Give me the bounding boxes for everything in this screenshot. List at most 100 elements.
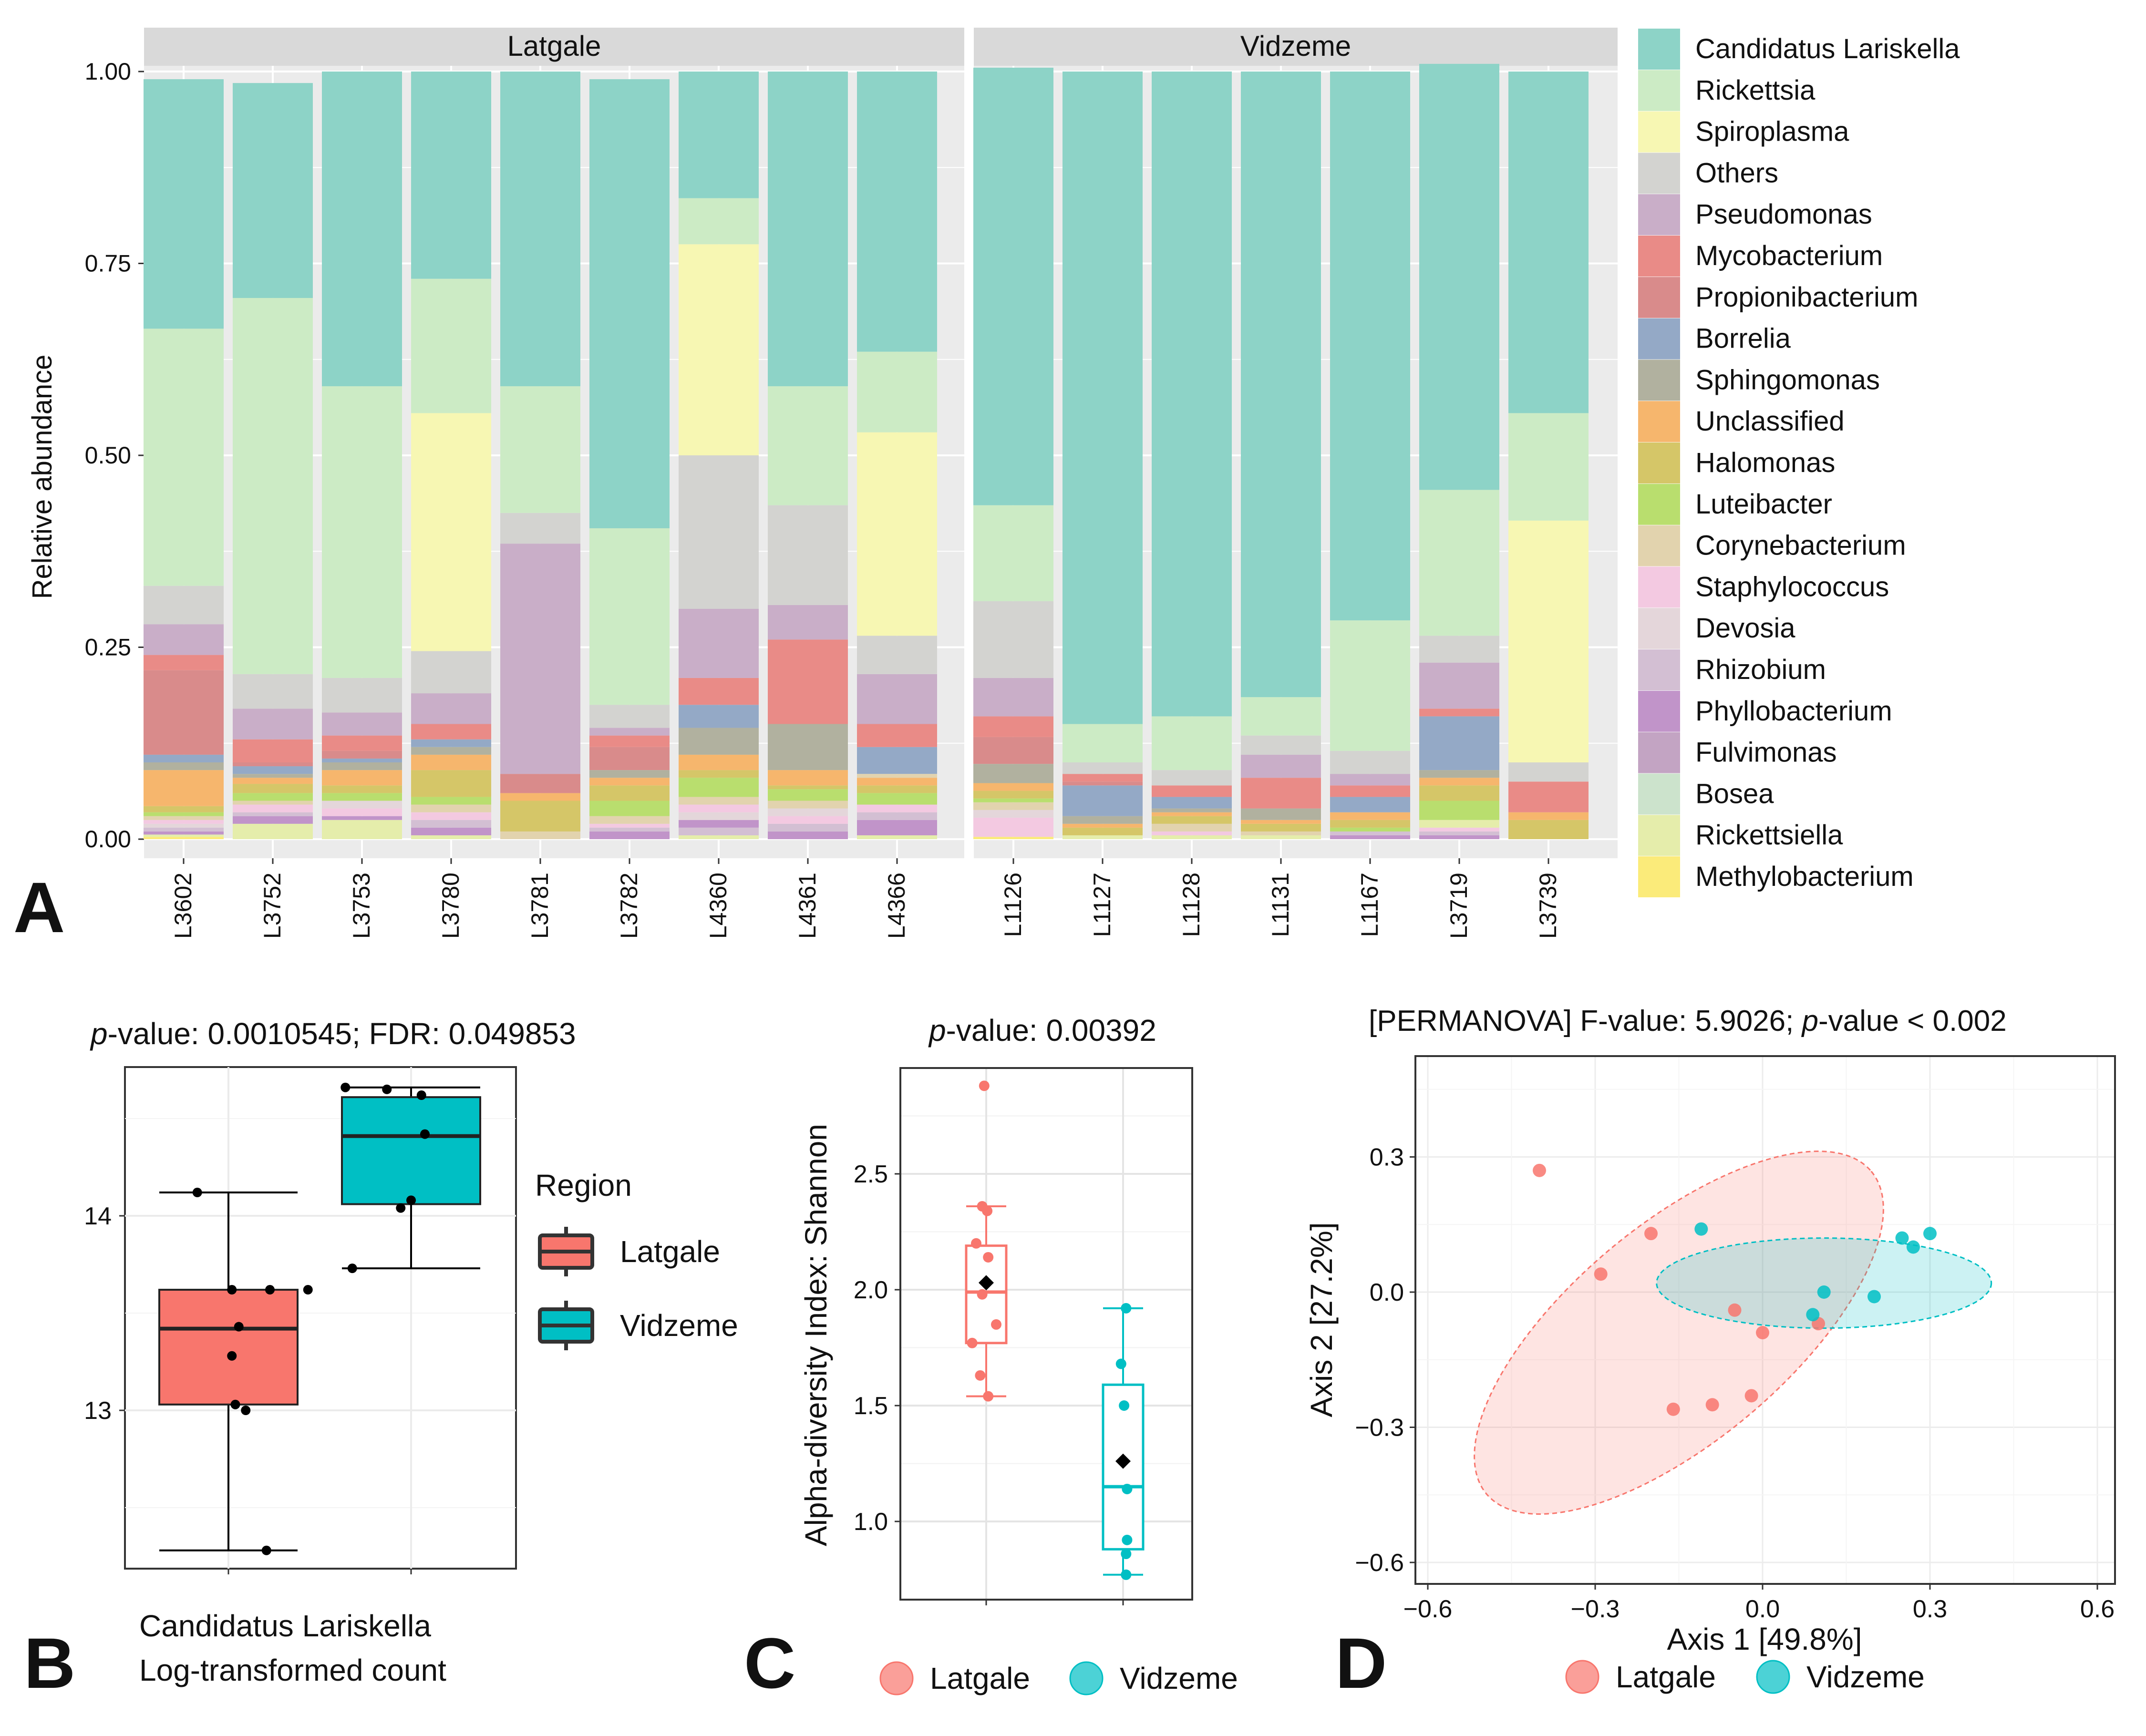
a-x-tick-label: L3780 [437,873,464,939]
d-point-latgale [1728,1303,1742,1317]
a-bar-segment-l3781 [500,544,580,774]
b-data-point [340,1082,351,1092]
a-bar-segment-l1126 [973,810,1053,818]
d-point-vidzeme [1694,1222,1708,1236]
a-bar-segment-l4366 [857,774,937,778]
a-legend-key [1638,856,1680,897]
panel-c-alpha-diversity-boxplot: p-value: 0.00392 1.0 1.5 2.0 2.5 Alpha-divers… [799,1013,1238,1695]
a-legend-label: Luteibacter [1695,489,1832,520]
a-bar-segment-l3739 [1508,812,1589,820]
a-bar-segment-l1131 [1241,778,1321,809]
a-y-tick-label: 0.00 [85,826,131,853]
a-bar-segment-l3782 [589,528,670,705]
c-data-point [1121,1569,1132,1580]
c-y-tick-label: 2.0 [854,1276,888,1304]
a-bar-segment-l3782 [589,705,670,728]
d-point-vidzeme [1895,1231,1909,1245]
a-bar-segment-l3780 [411,812,491,820]
a-bar-segment-l3602 [144,834,224,837]
b-data-point [303,1285,313,1295]
a-bar-segment-l4360 [679,835,759,839]
a-bar-segment-l3752 [233,774,313,778]
a-bar-segment-l3753 [322,801,402,809]
a-bar-segment-l1128 [1152,716,1232,770]
a-bar-segment-l1128 [1152,785,1232,797]
a-bar-segment-l1127 [1063,785,1143,816]
a-legend-key [1638,732,1680,773]
a-bar-segment-l1127 [1063,774,1143,782]
a-bar-segment-l4360 [679,804,759,812]
d-point-vidzeme [1906,1240,1920,1254]
d-y-axis-label: Axis 2 [27.2%] [1304,1222,1339,1417]
a-bar-segment-l1126 [973,505,1053,601]
a-y-tick-label: 0.25 [85,634,131,661]
a-x-tick-label: L3753 [348,873,375,939]
c-data-point [1115,1358,1126,1369]
a-bar-segment-l3781 [500,801,580,832]
a-bar-segment-l3602 [144,831,224,835]
a-legend-key [1638,442,1680,483]
a-legend-label: Spiroplasma [1695,116,1849,147]
a-bar-segment-l4366 [857,72,937,352]
d-point-latgale [1744,1389,1758,1403]
a-legend-key [1638,29,1680,70]
a-bar-segment-l3780 [411,278,491,413]
a-legend-label: Fulvimonas [1695,737,1837,768]
a-bar-segment-l3753 [322,816,402,820]
a-legend-label: Corynebacterium [1695,530,1906,561]
a-bar-segment-l3752 [233,816,313,824]
a-bar-segment-l3719 [1419,636,1499,663]
a-x-tick-label: L1126 [1000,873,1026,937]
a-facet-strip [144,28,964,66]
a-bar-segment-l3752 [233,784,313,793]
a-bar-segment-l4361 [768,785,848,790]
b-legend-label: Vidzeme [620,1308,738,1343]
panel-letter-d: D [1335,1623,1387,1703]
a-bar-segment-l1127 [1063,72,1143,724]
a-bar-segment-l4360 [679,827,759,835]
a-legend-label: Halomonas [1695,447,1835,478]
a-bar-segment-l1131 [1241,72,1321,698]
a-bar-segment-l4361 [768,639,848,724]
a-bar-segment-l3752 [233,778,313,784]
a-legend-label: Unclassified [1695,406,1845,437]
a-bar-segment-l1167 [1330,827,1410,832]
a-bar-segment-l3753 [322,762,402,770]
a-legend-key [1638,525,1680,566]
a-bar-segment-l3752 [233,812,313,816]
a-bar-segment-l1128 [1152,797,1232,809]
a-bar-segment-l3719 [1419,827,1499,832]
b-data-point [227,1285,237,1295]
a-bar-segment-l3753 [322,808,402,816]
a-legend-label: Mycobacterium [1695,240,1883,271]
d-ellipse-latgale [1474,1150,1884,1515]
a-bar-segment-l3780 [411,827,491,835]
a-bar-segment-l1131 [1241,697,1321,736]
a-bar-segment-l1127 [1063,827,1143,835]
a-bar-segment-l3739 [1508,413,1589,521]
d-point-latgale [1644,1227,1658,1241]
a-bar-segment-l1128 [1152,812,1232,816]
a-legend-label: Borrelia [1695,323,1791,354]
c-data-point [1122,1483,1133,1494]
a-bar-segment-l1131 [1241,831,1321,835]
a-bar-segment-l3782 [589,816,670,824]
a-bar-segment-l4361 [768,801,848,809]
d-title-post: -value < 0.002 [1818,1005,2007,1037]
a-y-tick-label: 0.50 [85,442,131,469]
a-bar-segment-l3719 [1419,716,1499,770]
a-bar-segment-l1167 [1330,785,1410,797]
a-bar-segment-l1127 [1063,816,1143,824]
a-bar-segment-l3753 [322,386,402,678]
a-bar-segment-l4366 [857,793,937,805]
a-bar-segment-l1126 [973,737,1053,764]
a-bar-segment-l4361 [768,605,848,640]
a-bar-segment-l3782 [589,831,670,839]
a-bar-segment-l1126 [973,601,1053,678]
a-legend-key [1638,236,1680,277]
a-bar-segment-l3782 [589,728,670,736]
a-bar-segment-l3719 [1419,778,1499,786]
d-point-vidzeme [1817,1285,1831,1299]
a-bar-segment-l3781 [500,831,580,839]
a-bar-segment-l3780 [411,413,491,651]
